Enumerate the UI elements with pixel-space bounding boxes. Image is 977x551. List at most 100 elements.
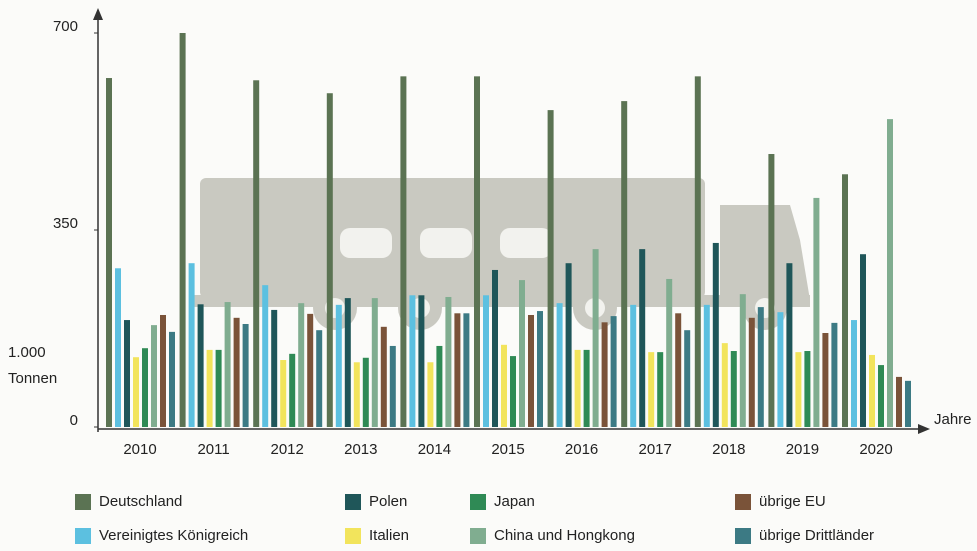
- bar: [224, 302, 231, 427]
- bar: [768, 154, 775, 427]
- bar: [583, 349, 590, 427]
- bar: [115, 268, 121, 427]
- bar: [519, 280, 525, 427]
- bar: [326, 93, 333, 428]
- x-tick-label: 2019: [786, 441, 819, 458]
- bar: [454, 313, 461, 427]
- x-tick-label: 2018: [712, 441, 745, 458]
- bar: [133, 357, 139, 427]
- bar: [463, 313, 470, 427]
- bar: [188, 263, 195, 427]
- legend-label: Japan: [494, 493, 535, 510]
- legend-label: Polen: [369, 493, 407, 510]
- bar: [233, 317, 240, 427]
- x-tick-label: 2013: [344, 441, 377, 458]
- bar: [197, 304, 204, 427]
- legend-label: Vereinigtes Königreich: [99, 527, 248, 544]
- legend-label: China und Hongkong: [494, 527, 635, 544]
- x-tick-label: 2017: [639, 441, 672, 458]
- bar: [657, 352, 664, 427]
- bar: [169, 331, 175, 427]
- bar: [280, 360, 287, 427]
- bar: [253, 80, 260, 427]
- bar: [878, 365, 884, 427]
- bar: [409, 295, 416, 427]
- x-axis-arrow: [918, 424, 930, 434]
- legend-label: übrige Drittländer: [759, 527, 874, 544]
- bar: [483, 295, 489, 427]
- bar: [335, 304, 342, 427]
- bar: [289, 353, 296, 427]
- bar: [565, 263, 572, 427]
- x-tick-label: 2016: [565, 441, 598, 458]
- bar: [271, 309, 278, 427]
- y-axis-label: 1.000 Tonnen: [8, 344, 58, 387]
- bar: [160, 314, 166, 427]
- bar: [400, 76, 407, 427]
- bar: [860, 254, 866, 427]
- bar: [436, 345, 443, 427]
- bar: [528, 314, 534, 427]
- bar: [124, 320, 130, 427]
- bar: [666, 278, 673, 427]
- bar: [748, 317, 755, 427]
- bar: [537, 311, 543, 427]
- legend-swatch: [735, 528, 751, 544]
- bar: [362, 357, 369, 427]
- bar: [730, 351, 737, 427]
- bar: [887, 119, 893, 428]
- bar: [380, 326, 387, 427]
- bar: [501, 344, 507, 427]
- bar: [262, 285, 269, 427]
- bar: [151, 325, 157, 427]
- bar: [592, 249, 599, 427]
- bar: [547, 110, 554, 428]
- x-tick-label: 2012: [271, 441, 304, 458]
- bar: [142, 348, 148, 427]
- bar: [675, 313, 682, 427]
- bar: [757, 307, 764, 427]
- bar: [492, 269, 498, 427]
- legend-label: Deutschland: [99, 493, 182, 510]
- y-tick-label: 700: [53, 18, 78, 35]
- x-tick-label: 2015: [491, 441, 524, 458]
- bar: [307, 313, 314, 427]
- x-tick-label: 2014: [418, 441, 451, 458]
- bar: [621, 101, 628, 427]
- bar: [610, 316, 617, 427]
- bar: [510, 356, 516, 427]
- bar: [869, 354, 875, 427]
- bar: [316, 330, 323, 427]
- y-tick-label: 0: [70, 412, 78, 429]
- legend-swatch: [470, 528, 486, 544]
- bar: [639, 249, 646, 427]
- bar: [795, 352, 802, 427]
- legend-label: Italien: [369, 527, 409, 544]
- bar: [344, 298, 351, 427]
- bar: [179, 33, 186, 427]
- bar: [694, 76, 701, 427]
- bar: [106, 78, 112, 428]
- x-tick-label: 2011: [197, 441, 229, 458]
- legend-swatch: [75, 494, 91, 510]
- legend-swatch: [735, 494, 751, 510]
- bar: [842, 174, 848, 427]
- bar: [804, 351, 811, 427]
- y-tick-label: 350: [53, 215, 78, 232]
- bar: [418, 295, 425, 427]
- x-axis-label: Jahre: [934, 411, 972, 428]
- bar: [353, 362, 360, 427]
- bar: [851, 320, 857, 427]
- bar: [648, 352, 655, 427]
- bar: [427, 362, 434, 427]
- y-axis-arrow: [93, 8, 103, 20]
- bar: [712, 242, 719, 427]
- bar: [389, 345, 396, 427]
- legend-swatch: [345, 528, 361, 544]
- bar: [703, 304, 710, 427]
- bar: [831, 322, 838, 427]
- bar: [474, 76, 480, 427]
- legend-swatch: [75, 528, 91, 544]
- legend-swatch: [345, 494, 361, 510]
